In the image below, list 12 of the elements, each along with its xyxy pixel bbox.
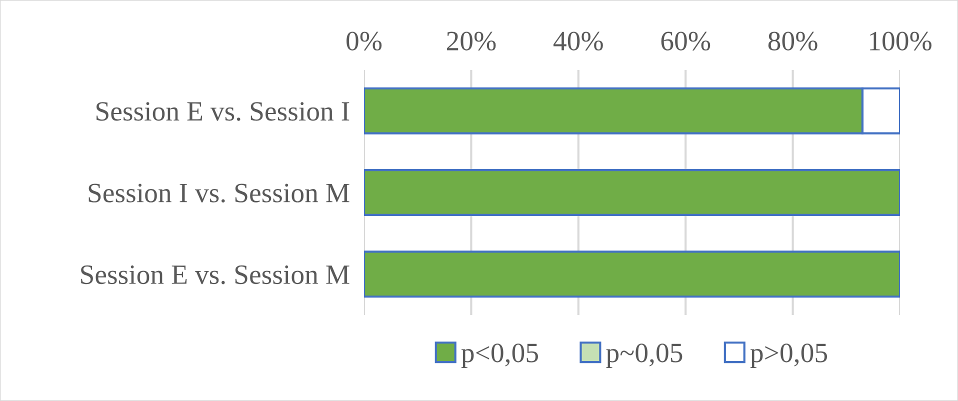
x-tick-label: 100% <box>870 32 932 51</box>
y-tick-label: Session E vs. Session I <box>96 102 350 121</box>
x-tick-label: 20% <box>446 32 496 51</box>
x-tick-label: 0% <box>346 32 382 51</box>
x-tick-label: 60% <box>661 32 710 51</box>
y-tick-label: Session I vs. Session M <box>88 184 350 203</box>
legend-label: p<0,05 <box>461 344 538 368</box>
x-tick-label: 40% <box>553 32 603 51</box>
y-tick-label: Session E vs. Session M <box>81 265 350 284</box>
legend-label: p>0,05 <box>750 344 828 368</box>
legend-label: p~0,05 <box>606 344 682 368</box>
x-tick-label: 80% <box>768 32 818 51</box>
